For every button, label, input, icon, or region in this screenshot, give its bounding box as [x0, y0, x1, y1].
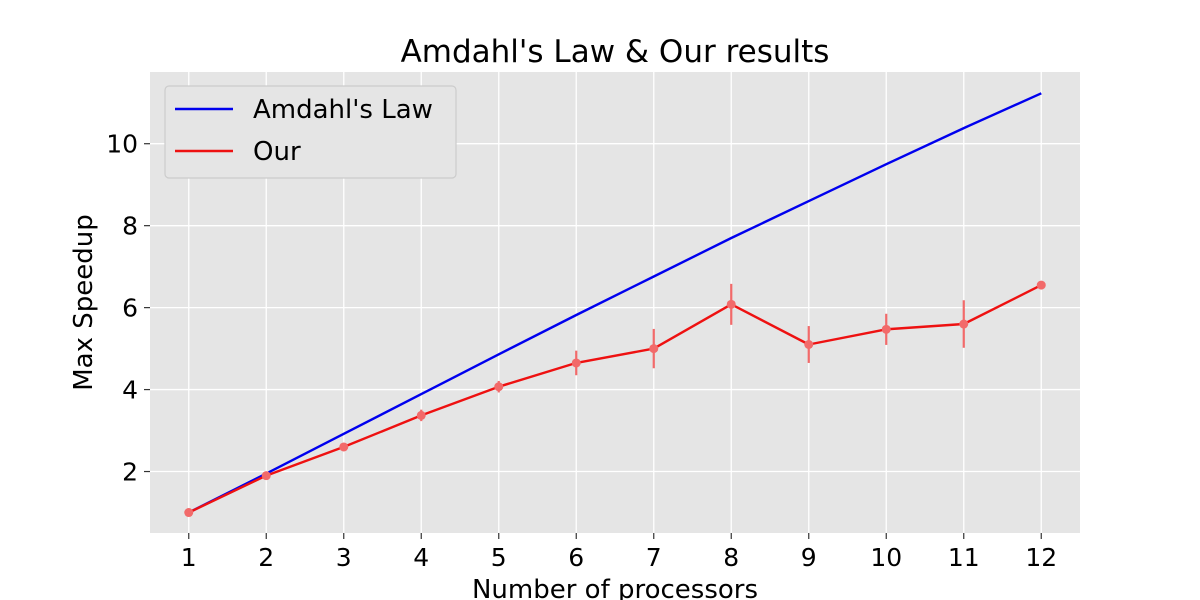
data-point [416, 410, 426, 420]
data-point [571, 358, 581, 368]
data-point [649, 344, 659, 354]
x-tick-label: 12 [1025, 543, 1057, 572]
y-tick-label: 4 [122, 376, 138, 405]
data-point [1036, 280, 1046, 290]
x-tick-label: 6 [568, 543, 584, 572]
series-1 [184, 280, 1046, 518]
x-axis-label: Number of processors [472, 575, 758, 600]
y-tick-label: 10 [106, 130, 138, 159]
x-tick-label: 1 [181, 543, 197, 572]
chart-title: Amdahl's Law & Our results [401, 34, 830, 70]
x-tick-label: 7 [646, 543, 662, 572]
legend-label-our: Our [253, 137, 301, 167]
x-tick-label: 2 [258, 543, 274, 572]
data-point [339, 442, 349, 452]
data-point [184, 508, 194, 518]
series-layer [184, 92, 1046, 518]
data-point [261, 471, 271, 481]
data-point [726, 299, 736, 309]
x-tick-label: 10 [870, 543, 902, 572]
data-point [494, 382, 504, 392]
legend-label-amdahl: Amdahl's Law [253, 95, 433, 125]
x-tick-label: 8 [723, 543, 739, 572]
series-0 [188, 92, 1042, 514]
x-tick-label: 11 [948, 543, 980, 572]
legend: Amdahl's Law Our [164, 85, 457, 179]
y-axis-label: Max Speedup [69, 214, 99, 391]
x-tick-label: 4 [413, 543, 429, 572]
y-tick-label: 2 [122, 458, 138, 487]
y-tick-label: 8 [122, 212, 138, 241]
data-point [959, 319, 969, 329]
legend-box [164, 85, 457, 179]
y-tick-label: 6 [122, 294, 138, 323]
series-line [188, 92, 1042, 514]
x-tick-label: 9 [801, 543, 817, 572]
data-point [881, 324, 891, 334]
series-line [188, 284, 1042, 514]
data-point [804, 340, 814, 350]
x-tick-label: 5 [491, 543, 507, 572]
x-tick-label: 3 [336, 543, 352, 572]
